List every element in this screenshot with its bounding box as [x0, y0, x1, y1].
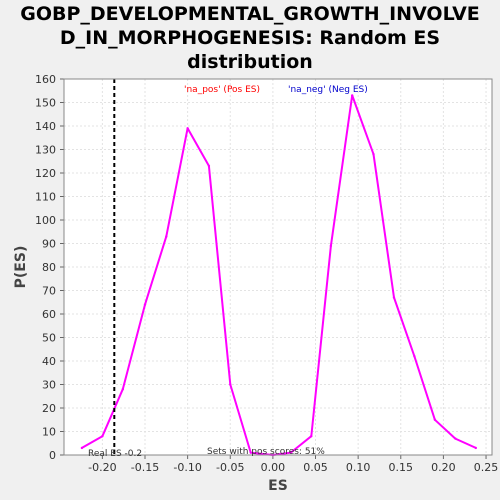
data-point: [310, 435, 313, 438]
data-point: [372, 153, 375, 156]
data-point: [165, 235, 168, 238]
data-point: [350, 94, 354, 97]
x-tick-label: 0.05: [303, 461, 328, 474]
y-axis-label: P(ES): [13, 246, 29, 289]
x-tick-label: 0.20: [431, 461, 456, 474]
y-tick-label: 150: [35, 97, 56, 110]
y-tick-label: 30: [42, 379, 56, 392]
data-point: [413, 355, 416, 358]
data-point: [143, 303, 147, 306]
y-tick-label: 130: [35, 144, 56, 157]
x-tick-label: -0.15: [131, 461, 159, 474]
y-tick-label: 80: [42, 261, 56, 274]
y-tick-label: 70: [42, 285, 56, 298]
x-tick-label: 0.10: [346, 461, 371, 474]
data-point: [101, 435, 104, 438]
data-point: [474, 446, 478, 450]
legend-neg-label: 'na_neg' (Neg ES): [288, 85, 368, 95]
data-point: [289, 451, 292, 454]
y-tick-label: 50: [42, 332, 56, 345]
y-tick-label: 160: [35, 73, 56, 86]
data-point: [433, 418, 437, 421]
data-point: [392, 296, 396, 299]
y-tick-label: 40: [42, 355, 56, 368]
x-tick-label: 0.00: [261, 461, 286, 474]
y-tick-label: 120: [35, 167, 56, 180]
x-tick-label: 0.25: [474, 461, 499, 474]
y-tick-label: 90: [42, 238, 56, 251]
y-tick-label: 100: [35, 214, 56, 227]
pos-scores-annotation: Sets with pos scores: 51%: [207, 447, 325, 457]
data-point: [186, 127, 189, 130]
chart-title-line-1: GOBP_DEVELOPMENTAL_GROWTH_INVOLVE: [20, 3, 480, 25]
data-point: [121, 388, 125, 391]
y-tick-label: 110: [35, 191, 56, 204]
x-tick-label: 0.15: [389, 461, 414, 474]
x-axis-label: ES: [268, 478, 288, 494]
series-line: [81, 94, 477, 456]
plot-frame: [63, 78, 493, 456]
data-point: [249, 451, 252, 454]
data-point: [454, 437, 457, 440]
data-point: [207, 164, 211, 168]
data-point: [329, 244, 333, 248]
y-tick-label: 10: [42, 426, 56, 439]
data-point: [229, 383, 232, 386]
x-tick-label: -0.05: [216, 461, 244, 474]
x-tick-label: -0.10: [173, 461, 201, 474]
chart-title-line-3: distribution: [187, 51, 313, 73]
data-point: [80, 446, 84, 450]
y-tick-label: 0: [49, 449, 56, 462]
y-tick-label: 20: [42, 402, 56, 415]
legend-pos-label: 'na_pos' (Pos ES): [184, 85, 260, 95]
real-es-label: Real ES -0.2: [88, 449, 142, 459]
x-tick-label: -0.20: [88, 461, 116, 474]
y-tick-label: 60: [42, 308, 56, 321]
y-tick-label: 140: [35, 120, 56, 133]
chart-title-line-2: D_IN_MORPHOGENESIS: Random ES: [59, 27, 441, 49]
